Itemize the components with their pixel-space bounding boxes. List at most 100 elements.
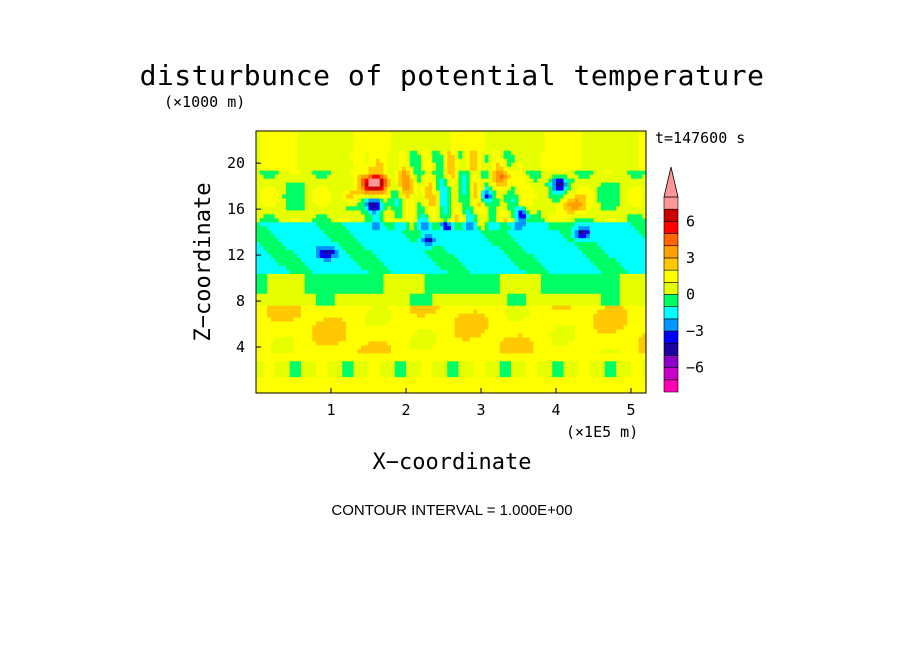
heatmap-cell — [308, 262, 313, 267]
heatmap-cell — [297, 281, 302, 287]
heatmap-cell — [398, 325, 403, 331]
heatmap-cell — [316, 214, 321, 219]
heatmap-cell — [477, 178, 482, 184]
heatmap-cell — [522, 134, 527, 140]
heatmap-cell — [439, 297, 445, 303]
heatmap-cell — [376, 337, 381, 342]
heatmap-cell — [473, 305, 478, 311]
heatmap-cell — [499, 226, 505, 231]
heatmap-cell — [357, 325, 362, 331]
heatmap-cell — [319, 190, 325, 196]
heatmap-cell — [316, 373, 321, 378]
heatmap-cell — [327, 226, 332, 231]
heatmap-cell — [267, 174, 272, 180]
heatmap-cell — [346, 146, 351, 152]
heatmap-cell — [331, 293, 336, 299]
heatmap-cell — [481, 202, 486, 208]
heatmap-cell — [533, 277, 538, 283]
heatmap-cell — [327, 182, 332, 188]
heatmap-cell — [286, 186, 291, 192]
heatmap-cell — [507, 166, 512, 172]
heatmap-cell — [398, 146, 403, 152]
heatmap-cell — [274, 353, 280, 358]
heatmap-cell — [387, 202, 392, 208]
heatmap-cell — [514, 202, 520, 208]
heatmap-cell — [413, 357, 418, 362]
heatmap-cell — [492, 265, 497, 271]
heatmap-cell — [394, 166, 400, 172]
heatmap-cell — [417, 198, 422, 204]
heatmap-cell — [443, 154, 448, 160]
heatmap-cell — [361, 186, 366, 192]
heatmap-cell — [383, 349, 388, 354]
heatmap-cell — [282, 174, 287, 180]
heatmap-cell — [293, 377, 298, 382]
heatmap-cell — [447, 313, 452, 319]
heatmap-cell — [274, 325, 280, 331]
heatmap-cell — [488, 150, 493, 156]
heatmap-cell — [526, 206, 531, 211]
heatmap-cell — [469, 321, 475, 327]
heatmap-cell — [338, 238, 343, 243]
heatmap-cell — [308, 214, 313, 219]
heatmap-cell — [406, 138, 411, 144]
heatmap-cell — [349, 131, 355, 136]
heatmap-cell — [421, 309, 426, 315]
heatmap-cell — [436, 138, 441, 144]
heatmap-cell — [349, 309, 355, 315]
heatmap-cell — [278, 337, 283, 342]
heatmap-cell — [421, 178, 426, 184]
heatmap-cell — [316, 150, 321, 156]
heatmap-cell — [514, 309, 520, 315]
heatmap-cell — [259, 142, 265, 148]
heatmap-cell — [301, 285, 306, 291]
heatmap-cell — [263, 142, 268, 148]
heatmap-cell — [496, 325, 501, 331]
heatmap-cell — [297, 166, 302, 172]
heatmap-cell — [522, 202, 527, 208]
heatmap-cell — [529, 381, 535, 386]
heatmap-cell — [514, 226, 520, 231]
heatmap-cell — [511, 337, 516, 342]
heatmap-cell — [454, 273, 460, 279]
heatmap-cell — [353, 242, 358, 247]
heatmap-cell — [481, 138, 486, 144]
heatmap-cell — [533, 369, 538, 374]
heatmap-cell — [522, 214, 527, 219]
heatmap-cell — [312, 329, 317, 335]
heatmap-cell — [466, 389, 471, 393]
heatmap-cell — [409, 333, 415, 339]
heatmap-cell — [511, 202, 516, 208]
heatmap-cell — [436, 341, 441, 346]
heatmap-cell — [499, 234, 505, 239]
heatmap-cell — [368, 357, 373, 362]
heatmap-cell — [391, 301, 396, 307]
heatmap-cell — [394, 285, 400, 291]
heatmap-cell — [488, 353, 493, 358]
heatmap-cell — [323, 365, 328, 370]
heatmap-cell — [507, 381, 512, 386]
heatmap-cell — [289, 369, 295, 374]
heatmap-cell — [304, 317, 310, 323]
heatmap-cell — [507, 158, 512, 164]
heatmap-cell — [409, 262, 415, 267]
heatmap-cell — [462, 293, 467, 299]
heatmap-cell — [432, 293, 437, 299]
heatmap-cell — [256, 265, 261, 271]
heatmap-cell — [473, 131, 478, 136]
heatmap-cell — [368, 254, 373, 259]
heatmap-cell — [271, 131, 276, 136]
heatmap-cell — [267, 329, 272, 335]
heatmap-cell — [503, 337, 508, 342]
heatmap-cell — [514, 361, 520, 366]
heatmap-cell — [492, 150, 497, 156]
heatmap-cell — [406, 154, 411, 160]
heatmap-cell — [316, 365, 321, 370]
heatmap-cell — [304, 234, 310, 239]
heatmap-cell — [368, 234, 373, 239]
heatmap-cell — [518, 178, 523, 184]
heatmap-cell — [469, 297, 475, 303]
heatmap-cell — [477, 154, 482, 160]
heatmap-cell — [259, 273, 265, 279]
heatmap-cell — [436, 365, 441, 370]
